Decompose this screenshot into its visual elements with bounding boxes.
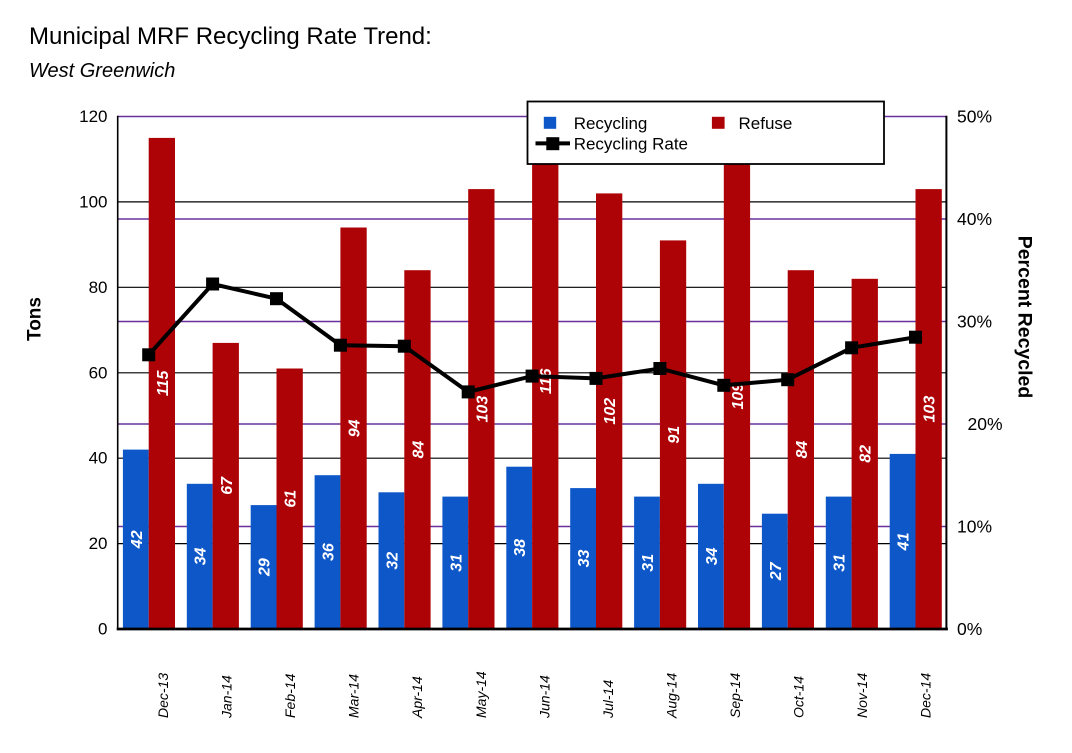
svg-text:61: 61 [283, 490, 300, 508]
svg-text:31: 31 [448, 554, 465, 572]
svg-text:0: 0 [98, 620, 107, 639]
svg-text:100: 100 [79, 192, 107, 211]
svg-text:Dec-13: Dec-13 [155, 673, 171, 718]
svg-text:Oct-14: Oct-14 [791, 676, 807, 718]
svg-text:0%: 0% [957, 619, 982, 639]
svg-text:Feb-14: Feb-14 [282, 673, 298, 718]
svg-text:38: 38 [512, 539, 529, 557]
svg-text:Tons: Tons [25, 297, 46, 341]
svg-text:115: 115 [155, 370, 172, 397]
svg-text:109: 109 [730, 383, 747, 410]
svg-text:Municipal MRF Recycling Rate T: Municipal MRF Recycling Rate Trend: [29, 23, 432, 50]
svg-text:84: 84 [410, 441, 427, 459]
svg-text:50%: 50% [957, 107, 992, 127]
svg-text:103: 103 [474, 396, 491, 423]
svg-text:41: 41 [896, 532, 913, 551]
svg-text:Jul-14: Jul-14 [600, 680, 616, 719]
svg-text:82: 82 [858, 445, 875, 463]
svg-text:West Greenwich: West Greenwich [29, 60, 175, 82]
svg-text:120: 120 [79, 107, 107, 126]
svg-text:Dec-14: Dec-14 [918, 673, 934, 718]
svg-text:40%: 40% [957, 209, 992, 229]
svg-text:32: 32 [384, 552, 401, 570]
svg-text:40: 40 [89, 449, 108, 468]
svg-text:Nov-14: Nov-14 [854, 673, 870, 718]
svg-text:36: 36 [321, 543, 338, 561]
svg-text:33: 33 [576, 550, 593, 568]
svg-text:May-14: May-14 [473, 671, 489, 718]
svg-text:Recycling: Recycling [574, 114, 648, 133]
svg-text:91: 91 [666, 426, 683, 444]
svg-text:Jun-14: Jun-14 [536, 675, 552, 719]
svg-text:60: 60 [89, 363, 108, 382]
svg-text:34: 34 [193, 547, 210, 565]
svg-text:Mar-14: Mar-14 [346, 674, 362, 718]
svg-text:Sep-14: Sep-14 [727, 673, 743, 718]
svg-text:27: 27 [768, 561, 785, 581]
svg-text:103: 103 [922, 396, 939, 423]
svg-text:42: 42 [129, 530, 146, 549]
svg-text:31: 31 [832, 554, 849, 572]
svg-text:80: 80 [89, 278, 108, 297]
svg-text:Apr-14: Apr-14 [409, 676, 425, 719]
svg-text:94: 94 [347, 419, 364, 437]
svg-text:Aug-14: Aug-14 [663, 673, 679, 719]
svg-text:Recycling Rate: Recycling Rate [574, 135, 688, 154]
svg-text:102: 102 [602, 398, 619, 425]
svg-text:116: 116 [538, 368, 555, 394]
svg-text:84: 84 [794, 441, 811, 459]
svg-text:29: 29 [257, 558, 274, 577]
svg-text:34: 34 [704, 547, 721, 565]
svg-text:10%: 10% [957, 517, 992, 537]
svg-text:20%: 20% [968, 414, 1003, 434]
svg-text:67: 67 [219, 476, 236, 495]
svg-text:Refuse: Refuse [739, 114, 793, 133]
svg-text:Percent Recycled: Percent Recycled [1014, 236, 1036, 399]
svg-text:31: 31 [640, 554, 657, 572]
svg-text:20: 20 [89, 534, 108, 553]
svg-text:30%: 30% [957, 312, 992, 332]
svg-text:Jan-14: Jan-14 [219, 675, 235, 719]
